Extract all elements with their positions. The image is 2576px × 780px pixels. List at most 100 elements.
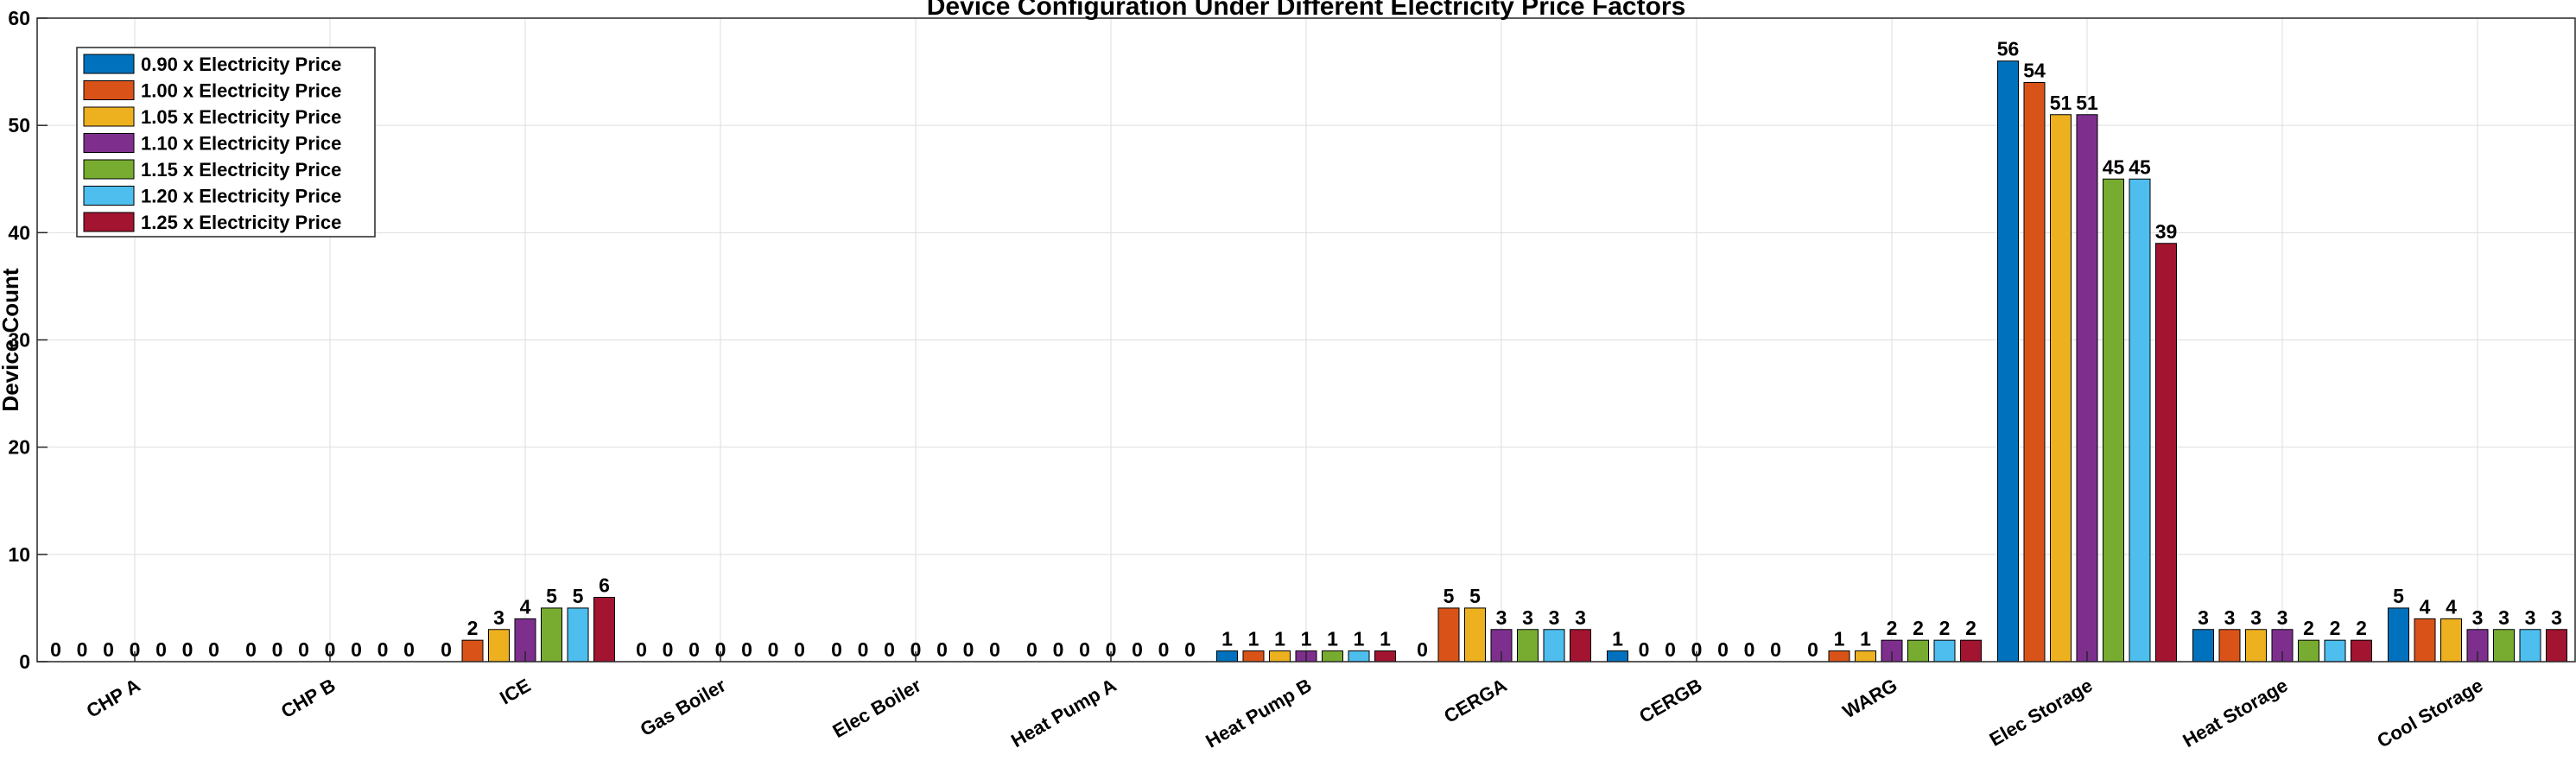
bar-heat-pump-b-series-1 [1216, 650, 1238, 663]
bar-heat-storage-series-5 [2298, 639, 2319, 663]
data-label-heat-pump-b-series-1: 1 [1221, 628, 1233, 650]
data-label-elec-boiler-series-3: 0 [884, 638, 895, 661]
data-label-ice-series-1: 0 [441, 638, 452, 661]
data-label-heat-pump-a-series-7: 0 [1184, 638, 1196, 661]
legend-swatch-3 [83, 106, 135, 127]
bar-warg-series-3 [1855, 650, 1876, 663]
data-label-ice-series-4: 4 [520, 595, 531, 618]
bar-cerga-series-5 [1517, 629, 1539, 663]
bar-cerga-series-3 [1464, 607, 1486, 663]
data-label-heat-pump-a-series-1: 0 [1026, 638, 1037, 661]
data-label-heat-pump-b-series-6: 1 [1354, 628, 1365, 650]
bar-heat-storage-series-3 [2245, 629, 2267, 663]
data-label-elec-storage-series-4: 51 [2076, 92, 2098, 114]
legend-label-2: 1.00 x Electricity Price [141, 80, 341, 102]
legend-swatch-4 [83, 133, 135, 153]
data-label-elec-boiler-series-5: 0 [936, 638, 948, 661]
data-label-heat-storage-series-4: 3 [2277, 606, 2288, 629]
data-label-warg-series-7: 2 [1965, 617, 1976, 639]
data-label-ice-series-5: 5 [546, 585, 557, 607]
y-axis-ticks: 0 10 20 30 40 50 60 [8, 7, 48, 673]
bar-heat-pump-b-series-3 [1269, 650, 1291, 663]
data-label-cerga-series-1: 0 [1417, 638, 1428, 661]
bar-elec-storage-series-7 [2155, 243, 2177, 663]
data-label-heat-pump-b-series-5: 1 [1327, 628, 1338, 650]
bar-ice-series-7 [593, 597, 615, 663]
data-label-cergb-series-7: 0 [1770, 638, 1781, 661]
bar-elec-storage-series-5 [2103, 178, 2124, 663]
chart-title: Device Configuration Under Different Ele… [927, 0, 1686, 21]
legend-swatch-6 [83, 186, 135, 206]
bar-ice-series-6 [567, 607, 589, 663]
data-label-elec-boiler-series-7: 0 [989, 638, 1000, 661]
data-label-chp-b-series-4: 0 [325, 638, 336, 661]
data-label-ice-series-3: 3 [493, 606, 504, 629]
data-label-elec-boiler-series-2: 0 [858, 638, 869, 661]
data-label-warg-series-5: 2 [1913, 617, 1924, 639]
data-label-cergb-series-1: 1 [1612, 628, 1623, 650]
data-label-warg-series-2: 1 [1834, 628, 1845, 650]
data-label-heat-storage-series-1: 3 [2198, 606, 2209, 629]
bar-ice-series-3 [488, 629, 510, 663]
data-label-warg-series-6: 2 [1939, 617, 1951, 639]
bar-elec-storage-series-2 [2023, 82, 2046, 663]
data-label-chp-b-series-7: 0 [403, 638, 415, 661]
y-tick-label-60: 60 [8, 7, 30, 29]
data-label-cerga-series-2: 5 [1443, 585, 1455, 607]
data-label-cerga-series-3: 5 [1469, 585, 1481, 607]
data-label-gas-boiler-series-1: 0 [636, 638, 647, 661]
data-label-heat-pump-a-series-6: 0 [1158, 638, 1170, 661]
data-label-elec-storage-series-3: 51 [2050, 92, 2072, 114]
bar-heat-pump-b-series-2 [1242, 650, 1265, 663]
y-tick-label-50: 50 [8, 114, 30, 136]
data-label-ice-series-6: 5 [573, 585, 584, 607]
data-label-heat-storage-series-5: 2 [2303, 617, 2314, 639]
data-label-gas-boiler-series-5: 0 [741, 638, 752, 661]
data-label-warg-series-1: 0 [1807, 638, 1818, 661]
data-label-elec-storage-series-2: 54 [2023, 60, 2046, 82]
bar-elec-storage-series-6 [2129, 178, 2151, 663]
data-label-warg-series-3: 1 [1860, 628, 1871, 650]
data-label-chp-a-series-3: 0 [103, 638, 114, 661]
legend-swatch-1 [83, 54, 135, 74]
data-label-ice-series-2: 2 [467, 617, 479, 639]
legend-label-1: 0.90 x Electricity Price [141, 54, 341, 75]
data-label-gas-boiler-series-6: 0 [768, 638, 779, 661]
data-label-heat-pump-b-series-2: 1 [1248, 628, 1259, 650]
legend-swatch-5 [83, 159, 135, 180]
bar-cerga-series-6 [1543, 629, 1565, 663]
data-label-heat-pump-b-series-7: 1 [1380, 628, 1391, 650]
bar-cerga-series-2 [1437, 607, 1460, 663]
data-label-cerga-series-6: 3 [1549, 606, 1560, 629]
data-label-elec-storage-series-5: 45 [2103, 155, 2125, 178]
y-axis-label: Device Count [0, 268, 23, 411]
data-label-heat-storage-series-2: 3 [2224, 606, 2236, 629]
data-label-cergb-series-6: 0 [1744, 638, 1755, 661]
bar-cool-storage-series-3 [2440, 618, 2462, 663]
y-tick-label-20: 20 [8, 436, 30, 459]
data-label-heat-pump-b-series-4: 1 [1301, 628, 1312, 650]
data-label-cerga-series-4: 3 [1496, 606, 1507, 629]
data-label-gas-boiler-series-7: 0 [794, 638, 805, 661]
legend-label-3: 1.05 x Electricity Price [141, 106, 341, 128]
legend-swatch-7 [83, 212, 135, 232]
data-label-chp-a-series-4: 0 [130, 638, 141, 661]
data-label-heat-storage-series-7: 2 [2356, 617, 2367, 639]
data-label-warg-series-4: 2 [1887, 617, 1898, 639]
bar-heat-storage-series-6 [2324, 639, 2346, 663]
data-label-gas-boiler-series-4: 0 [715, 638, 726, 661]
data-label-ice-series-7: 6 [599, 574, 610, 597]
data-label-chp-a-series-5: 0 [155, 638, 167, 661]
data-label-cool-storage-series-2: 4 [2420, 595, 2431, 618]
bar-warg-series-7 [1960, 639, 1982, 663]
bar-cergb-series-1 [1607, 650, 1628, 663]
data-label-heat-pump-a-series-5: 0 [1132, 638, 1143, 661]
data-label-heat-pump-a-series-4: 0 [1106, 638, 1117, 661]
legend-label-5: 1.15 x Electricity Price [141, 159, 341, 181]
data-label-elec-boiler-series-6: 0 [963, 638, 974, 661]
bar-elec-storage-series-3 [2050, 114, 2072, 663]
bar-elec-storage-series-1 [1997, 60, 2019, 663]
bar-heat-pump-b-series-5 [1322, 650, 1343, 663]
